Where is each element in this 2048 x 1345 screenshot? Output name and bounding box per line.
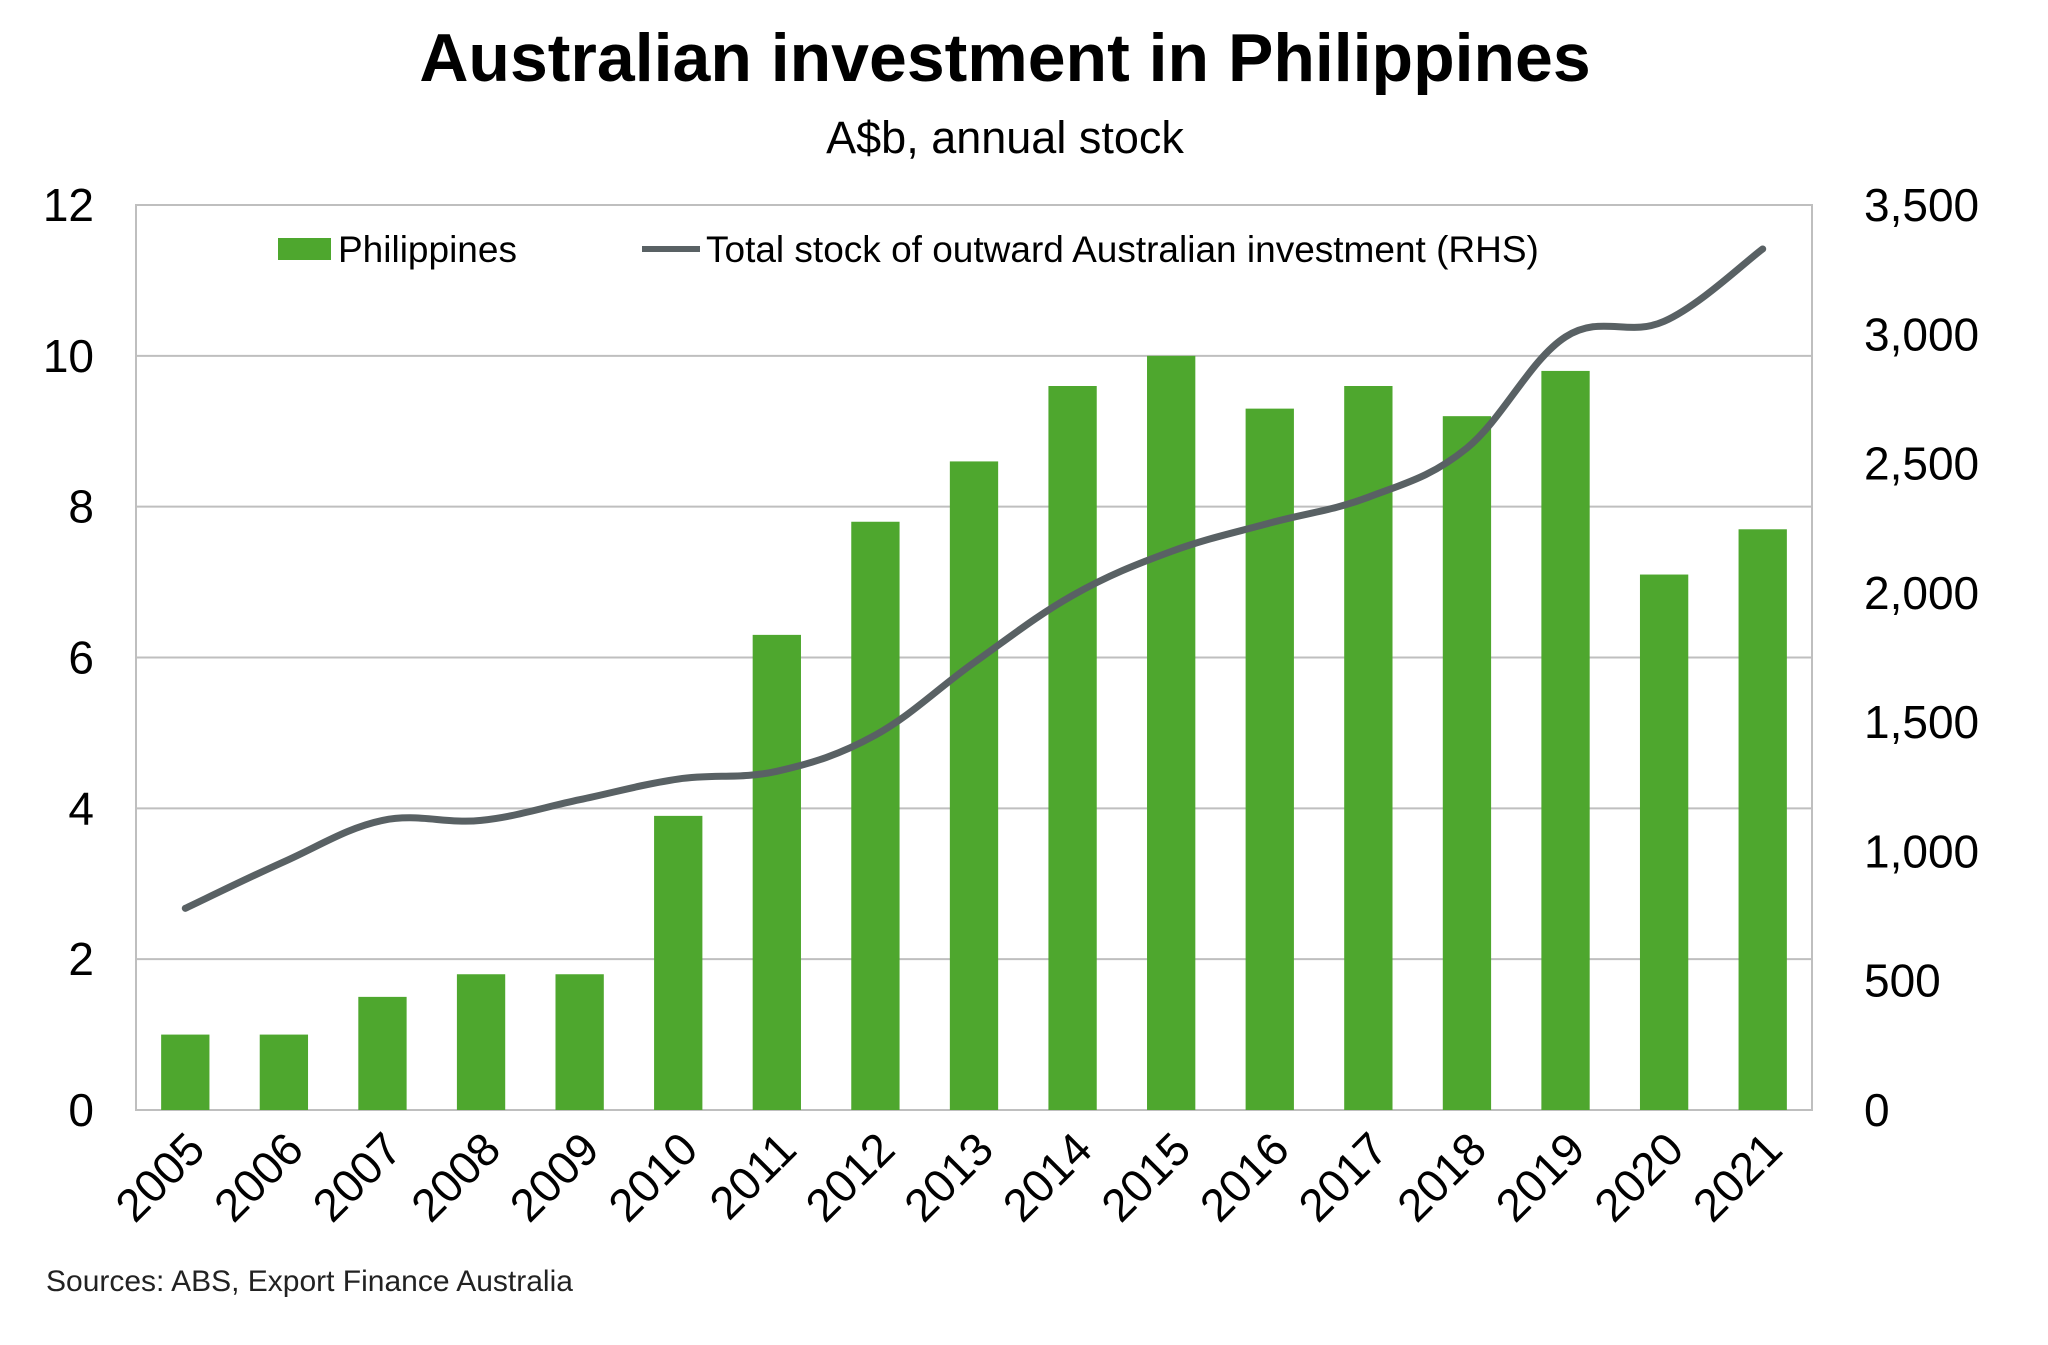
x-tick-label: 2008: [401, 1122, 510, 1231]
x-tick-label: 2014: [993, 1122, 1102, 1231]
x-tick-label: 2007: [302, 1122, 411, 1231]
bar-2009: [555, 974, 604, 1110]
x-tick-label: 2021: [1683, 1122, 1792, 1231]
x-tick-label: 2019: [1485, 1122, 1594, 1231]
y-left-tick-label: 4: [68, 782, 94, 834]
line-total-stock: [181, 245, 1767, 912]
chart-subtitle: A$b, annual stock: [826, 112, 1184, 163]
bar-2005: [161, 1034, 210, 1110]
bar-2021: [1738, 529, 1787, 1110]
x-tick-label: 2020: [1584, 1122, 1693, 1231]
y-right-tick-label: 3,500: [1864, 179, 1979, 231]
bar-2017: [1344, 386, 1393, 1110]
bar-2016: [1245, 408, 1294, 1110]
legend-label-philippines: Philippines: [338, 229, 517, 270]
y-right-tick-label: 0: [1864, 1084, 1890, 1136]
x-tick-label: 2006: [204, 1122, 313, 1231]
y-right-tick-label: 1,500: [1864, 696, 1979, 748]
legend-label-total-stock: Total stock of outward Australian invest…: [706, 229, 1539, 270]
line-series: [181, 245, 1767, 912]
bar-2008: [456, 974, 506, 1110]
legend-swatch-philippines: [278, 238, 331, 260]
y-left-tick-label: 8: [68, 481, 94, 533]
x-tick-label: 2017: [1288, 1122, 1397, 1231]
bar-2019: [1541, 370, 1590, 1111]
x-tick-label: 2005: [105, 1122, 214, 1231]
y-left-tick-label: 12: [43, 179, 94, 231]
y-left-tick-label: 2: [68, 933, 94, 985]
bar-2011: [752, 634, 801, 1110]
bar-2018: [1442, 416, 1492, 1111]
y-left-tick-label: 6: [68, 632, 94, 684]
x-tick-label: 2009: [500, 1122, 609, 1231]
y-left-tick-label: 10: [43, 330, 94, 382]
source-note: Sources: ABS, Export Finance Australia: [46, 1265, 573, 1298]
x-tick-label: 2016: [1190, 1122, 1299, 1231]
bar-2013: [949, 461, 999, 1111]
bar-2015: [1147, 355, 1196, 1110]
chart-title: Australian investment in Philippines: [419, 20, 1591, 96]
legend: Philippines Total stock of outward Austr…: [278, 229, 1539, 270]
bar-2010: [654, 815, 703, 1110]
bar-series: [161, 355, 1787, 1111]
bar-2012: [851, 521, 900, 1110]
y-left-tick-label: 0: [68, 1084, 94, 1136]
y-right-tick-label: 500: [1864, 955, 1941, 1007]
y-right-tick-label: 2,500: [1864, 438, 1979, 490]
y-right-tick-label: 2,000: [1864, 567, 1979, 619]
x-tick-label: 2012: [795, 1122, 904, 1231]
bar-2014: [1048, 386, 1097, 1110]
y-right-tick-label: 1,000: [1864, 825, 1979, 877]
x-tick-label: 2011: [699, 1122, 806, 1229]
axes: 0 2 4 6 8 10 12 0 500 1,000 1,500 2,000 2,500 3,000 3,…: [43, 179, 1979, 1231]
y-right-tick-label: 3,000: [1864, 308, 1979, 360]
bar-2007: [358, 996, 407, 1110]
x-tick-label: 2010: [598, 1122, 707, 1231]
bar-2006: [259, 1034, 309, 1110]
x-tick-label: 2018: [1387, 1122, 1496, 1231]
x-tick-label: 2013: [894, 1122, 1003, 1231]
x-tick-label: 2015: [1091, 1122, 1200, 1231]
bar-2020: [1639, 574, 1689, 1110]
